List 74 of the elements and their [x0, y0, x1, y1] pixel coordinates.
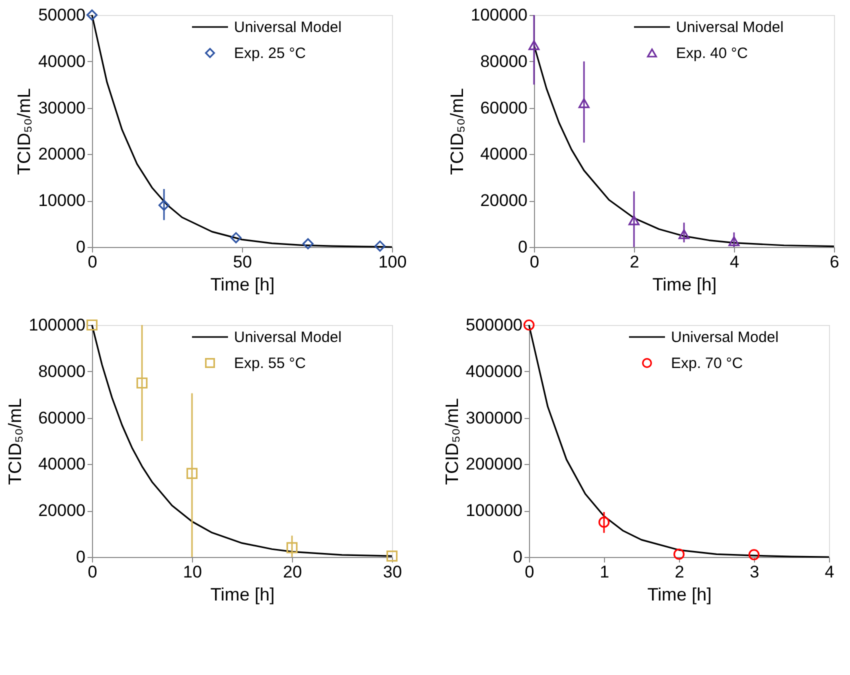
x-axis-title: Time [h]	[210, 584, 275, 604]
point	[374, 240, 386, 252]
y-tick-label: 200000	[466, 454, 522, 474]
point	[728, 236, 740, 246]
point	[158, 200, 170, 211]
y-tick-label: 10000	[38, 191, 86, 210]
legend-label: Universal Model	[671, 329, 779, 346]
y-tick-label: 0	[513, 548, 522, 566]
y-tick-label: 40000	[480, 144, 528, 164]
point	[598, 516, 610, 528]
y-tick-label: 30000	[38, 98, 86, 118]
point	[86, 9, 98, 21]
legend-label: Universal Model	[234, 19, 342, 36]
x-tick-label: 0	[88, 562, 98, 582]
x-tick-label: 4	[730, 252, 740, 272]
point	[673, 548, 685, 560]
y-tick-label: 80000	[480, 52, 528, 71]
x-tick-label: 0	[88, 252, 98, 272]
y-tick-label: 60000	[38, 408, 86, 428]
y-tick-label: 20000	[38, 501, 86, 520]
y-tick-label: 50000	[38, 6, 86, 24]
legend-label: Universal Model	[234, 329, 342, 346]
point	[523, 319, 535, 331]
point	[302, 238, 314, 250]
legend-label: Universal Model	[676, 19, 784, 36]
y-tick-label: 500000	[466, 316, 522, 334]
y-tick-label: 40000	[38, 454, 86, 474]
y-tick-label: 0	[76, 238, 86, 256]
point	[748, 549, 760, 560]
x-tick-label: 20	[283, 562, 302, 582]
x-tick-label: 50	[233, 252, 252, 272]
legend-label: Exp. 25 °C	[234, 45, 306, 62]
x-tick-label: 3	[750, 562, 760, 582]
x-tick-label: 2	[674, 562, 684, 582]
x-tick-label: 4	[824, 562, 834, 582]
point	[528, 40, 540, 50]
point	[186, 468, 198, 480]
point	[86, 319, 98, 331]
legend-label: Exp. 40 °C	[676, 45, 748, 62]
y-tick-label: 80000	[38, 362, 86, 381]
x-tick-label: 100	[378, 252, 407, 272]
y-tick-label: 300000	[466, 408, 522, 428]
point	[286, 542, 298, 554]
y-tick-label: 400000	[466, 362, 522, 381]
y-axis-title: TCID₅₀/mL	[4, 398, 25, 485]
point	[628, 215, 640, 226]
y-tick-label: 100000	[466, 501, 522, 520]
x-axis-title: Time [h]	[647, 584, 712, 604]
point	[578, 98, 590, 108]
point	[386, 550, 398, 562]
y-tick-label: 100000	[470, 6, 528, 24]
y-axis-title: TCID₅₀/mL	[446, 88, 467, 175]
x-axis-title: Time [h]	[210, 274, 275, 294]
y-tick-label: 100000	[28, 316, 86, 334]
y-tick-label: 0	[518, 238, 528, 256]
y-tick-label: 20000	[38, 144, 86, 164]
y-axis-title: TCID₅₀/mL	[442, 398, 462, 485]
x-tick-label: 10	[183, 562, 202, 582]
x-axis-title: Time [h]	[652, 274, 717, 294]
y-tick-label: 20000	[480, 191, 528, 210]
y-tick-label: 40000	[38, 52, 86, 71]
y-tick-label: 0	[76, 548, 86, 566]
x-tick-label: 6	[830, 252, 840, 272]
y-tick-label: 60000	[480, 98, 528, 118]
y-axis-title: TCID₅₀/mL	[14, 88, 34, 175]
point	[230, 232, 242, 244]
x-tick-label: 30	[383, 562, 402, 582]
x-tick-label: 1	[600, 562, 610, 582]
point	[136, 377, 148, 389]
x-tick-label: 2	[630, 252, 640, 272]
legend-label: Exp. 70 °C	[671, 355, 744, 372]
x-tick-label: 0	[530, 252, 540, 272]
legend-label: Exp. 55 °C	[234, 355, 306, 372]
point	[678, 229, 690, 240]
